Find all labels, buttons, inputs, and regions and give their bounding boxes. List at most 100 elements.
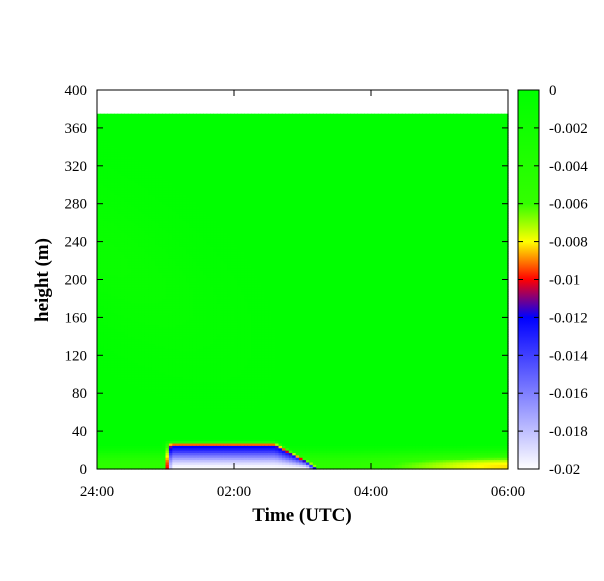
heatmap-cell — [97, 447, 102, 451]
heatmap-cell — [100, 206, 105, 210]
heatmap-cell — [97, 319, 102, 323]
heatmap-cell — [203, 113, 208, 117]
heatmap-cell — [100, 364, 105, 368]
heatmap-cell — [97, 426, 102, 430]
heatmap-cell — [100, 445, 105, 449]
heatmap-cell — [138, 113, 143, 117]
heatmap-cell — [97, 452, 102, 456]
heatmap-cell — [100, 300, 105, 304]
heatmap-cell — [97, 435, 102, 439]
heatmap-cell — [100, 161, 105, 165]
heatmap-cell — [97, 381, 102, 385]
heatmap-cell — [100, 405, 105, 409]
heatmap-cell — [100, 350, 105, 354]
heatmap-cell — [97, 135, 102, 138]
heatmap-cell — [100, 395, 105, 399]
heatmap-cell — [97, 440, 102, 444]
heatmap-cell — [97, 438, 102, 442]
heatmap-cell — [97, 236, 102, 240]
heatmap-cell — [103, 452, 108, 456]
heatmap-cell — [97, 317, 102, 321]
heatmap-field — [97, 113, 509, 470]
heatmap-cell — [97, 315, 102, 318]
heatmap-cell — [100, 227, 105, 231]
heatmap-cell — [100, 324, 105, 328]
heatmap-cell — [97, 116, 102, 120]
heatmap-cell — [179, 113, 184, 117]
heatmap-cell — [100, 184, 105, 188]
heatmap-cell — [206, 113, 211, 117]
heatmap-cell — [97, 270, 102, 273]
heatmap-cell — [97, 288, 102, 292]
heatmap-cell — [97, 352, 102, 356]
heatmap-cell — [97, 357, 102, 361]
heatmap-cell — [97, 336, 102, 340]
heatmap-cell — [97, 397, 102, 401]
heatmap-cell — [97, 286, 102, 290]
heatmap-cell — [103, 416, 108, 420]
heatmap-cell — [100, 362, 105, 366]
heatmap-cell — [100, 331, 105, 335]
heatmap-cell — [100, 232, 105, 236]
heatmap-cell — [97, 272, 102, 276]
heatmap-cell — [97, 139, 102, 143]
heatmap-cell — [100, 352, 105, 356]
heatmap-cell — [97, 331, 102, 335]
heatmap-cell — [100, 123, 105, 127]
heatmap-cell — [97, 400, 102, 404]
heatmap-cell — [103, 113, 108, 117]
heatmap-cell — [100, 132, 105, 136]
heatmap-cell — [97, 405, 102, 409]
heatmap-cell — [100, 225, 105, 228]
heatmap-cell — [97, 198, 102, 202]
heatmap-cell — [175, 113, 180, 117]
heatmap-cell — [100, 118, 105, 122]
heatmap-cell — [100, 274, 105, 278]
heatmap-cell — [100, 241, 105, 245]
heatmap-cell — [100, 217, 105, 221]
heatmap-cell — [97, 414, 102, 418]
heatmap-cell — [97, 326, 102, 330]
heatmap-cell — [103, 414, 108, 418]
heatmap-cell — [100, 151, 105, 155]
heatmap-cell — [100, 187, 105, 191]
heatmap-cell — [97, 180, 102, 183]
heatmap-cell — [97, 300, 102, 304]
heatmap-cell — [120, 113, 125, 117]
heatmap-cell — [100, 139, 105, 143]
heatmap-cell — [100, 388, 105, 392]
heatmap-cell — [97, 125, 102, 129]
heatmap-cell — [103, 466, 108, 470]
heatmap-cell — [97, 177, 102, 181]
heatmap-cell — [97, 172, 102, 176]
heatmap-cell — [100, 360, 105, 364]
heatmap-cell — [100, 170, 105, 174]
heatmap-cell — [100, 116, 105, 120]
heatmap-cell — [100, 142, 105, 146]
heatmap-cell — [97, 239, 102, 243]
heatmap-cell — [100, 466, 105, 470]
heatmap-cell — [97, 161, 102, 165]
heatmap-cell — [100, 338, 105, 342]
heatmap-cell — [97, 241, 102, 245]
heatmap-cell — [100, 277, 105, 281]
heatmap-cell — [100, 322, 105, 326]
heatmap-cell — [168, 113, 173, 117]
heatmap-cell — [144, 113, 149, 117]
heatmap-cell — [100, 165, 105, 169]
heatmap-cell — [97, 338, 102, 342]
heatmap-cell — [100, 158, 105, 162]
heatmap-cell — [97, 350, 102, 354]
heatmap-cell — [100, 440, 105, 444]
heatmap-cell — [100, 397, 105, 401]
heatmap-cell — [97, 445, 102, 449]
heatmap-cell — [97, 345, 102, 349]
heatmap-cell — [97, 194, 102, 198]
heatmap-cell — [97, 407, 102, 411]
heatmap-cell — [100, 163, 105, 167]
heatmap-cell — [97, 255, 102, 259]
heatmap-cell — [97, 196, 102, 200]
heatmap-cell — [100, 125, 105, 129]
heatmap-cell — [100, 447, 105, 451]
heatmap-cell — [100, 270, 105, 273]
